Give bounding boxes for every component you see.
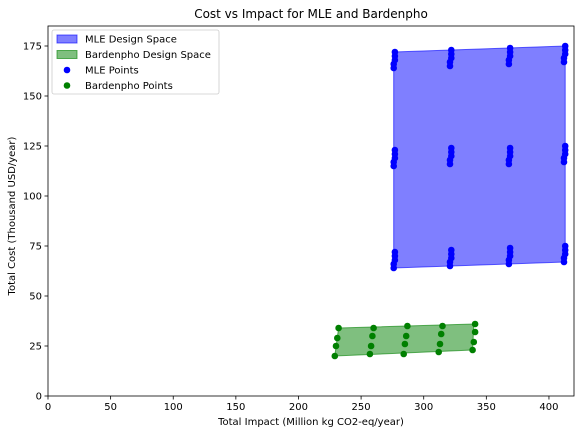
y-tick-label: 50 bbox=[29, 292, 42, 303]
y-tick-label: 0 bbox=[36, 392, 42, 403]
data-point-0-14 bbox=[391, 248, 399, 256]
y-axis: 0 25 50 75 100 125 150 175 bbox=[23, 42, 48, 403]
legend-swatch bbox=[56, 34, 78, 44]
chart-title: Cost vs Impact for MLE and Bardenpho bbox=[194, 7, 428, 21]
data-point-1-17 bbox=[470, 338, 478, 346]
data-point-1-8 bbox=[400, 350, 408, 358]
x-axis: 0 50 100 150 200 250 300 350 400 bbox=[45, 396, 558, 413]
data-point-1-14 bbox=[437, 330, 445, 338]
data-point-1-4 bbox=[366, 350, 374, 358]
data-point-1-6 bbox=[369, 332, 376, 340]
legend: MLE Design Space Bardenpho Design Space ML… bbox=[51, 29, 220, 95]
data-point-0-59 bbox=[561, 242, 569, 250]
data-point-0-44 bbox=[506, 244, 514, 252]
data-point-1-9 bbox=[401, 340, 409, 348]
data-point-1-11 bbox=[404, 322, 411, 330]
data-point-0-4 bbox=[391, 48, 399, 56]
data-point-1-13 bbox=[436, 340, 444, 348]
data-point-1-0 bbox=[331, 352, 339, 360]
x-tick-label: 400 bbox=[539, 402, 558, 413]
legend-label: Bardenpho Points bbox=[85, 81, 173, 92]
x-tick-label: 50 bbox=[104, 402, 117, 413]
legend-marker bbox=[63, 66, 71, 74]
legend-box bbox=[51, 29, 220, 95]
y-tick-label: 25 bbox=[29, 342, 42, 353]
x-tick-label: 250 bbox=[352, 402, 371, 413]
x-tick-label: 350 bbox=[477, 402, 496, 413]
data-point-1-10 bbox=[402, 332, 410, 340]
data-point-0-49 bbox=[561, 42, 569, 50]
data-point-1-1 bbox=[332, 342, 340, 350]
data-point-0-9 bbox=[391, 146, 399, 154]
data-point-0-29 bbox=[448, 246, 455, 254]
y-tick-label: 175 bbox=[23, 42, 42, 53]
legend-label: MLE Design Space bbox=[85, 35, 177, 46]
plot-area bbox=[331, 42, 569, 360]
design-space-region-0 bbox=[393, 45, 566, 269]
y-tick-label: 150 bbox=[23, 92, 42, 103]
data-point-1-16 bbox=[469, 346, 476, 354]
data-point-1-7 bbox=[370, 324, 377, 332]
data-point-1-3 bbox=[335, 324, 342, 332]
legend-label: MLE Points bbox=[85, 66, 139, 77]
x-tick-label: 300 bbox=[414, 402, 433, 413]
legend-swatch bbox=[56, 50, 78, 59]
y-axis-label: Total Cost (Thousand USD/year) bbox=[7, 136, 18, 296]
data-point-0-39 bbox=[506, 144, 514, 152]
plot-frame bbox=[47, 25, 575, 397]
y-tick-label: 125 bbox=[23, 142, 42, 153]
data-point-1-2 bbox=[334, 334, 341, 342]
x-axis-label: Total Impact (Million kg CO2-eq/year) bbox=[217, 417, 404, 428]
data-point-1-15 bbox=[439, 322, 446, 330]
legend-marker bbox=[63, 82, 71, 89]
data-point-1-19 bbox=[471, 320, 479, 328]
x-tick-label: 0 bbox=[45, 402, 51, 413]
data-point-0-54 bbox=[561, 142, 569, 150]
data-point-1-12 bbox=[435, 348, 443, 356]
data-point-1-18 bbox=[471, 328, 479, 336]
data-point-0-19 bbox=[448, 46, 455, 54]
y-tick-label: 100 bbox=[23, 192, 42, 203]
data-point-1-5 bbox=[367, 342, 375, 350]
data-point-0-24 bbox=[448, 144, 455, 152]
x-tick-label: 200 bbox=[289, 402, 308, 413]
x-tick-label: 150 bbox=[226, 402, 245, 413]
legend-label: Bardenpho Design Space bbox=[85, 50, 211, 61]
x-tick-label: 100 bbox=[164, 402, 183, 413]
data-point-0-34 bbox=[506, 44, 514, 52]
y-tick-label: 75 bbox=[29, 242, 42, 253]
